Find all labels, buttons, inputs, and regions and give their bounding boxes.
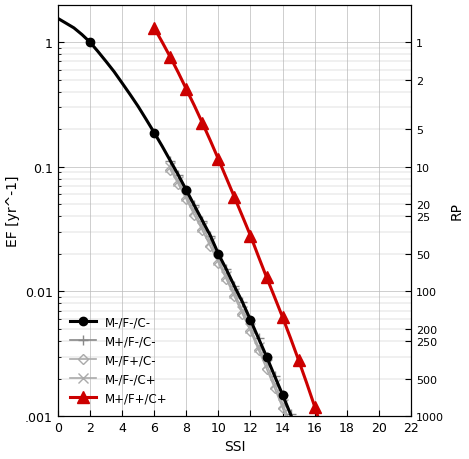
Y-axis label: EF [yr^-1]: EF [yr^-1] — [6, 175, 20, 246]
Legend: M-/F-/C-, M+/F-/C-, M-/F+/C-, M-/F-/C+, M+/F+/C+: M-/F-/C-, M+/F-/C-, M-/F+/C-, M-/F-/C+, … — [64, 310, 174, 410]
X-axis label: SSI: SSI — [224, 439, 245, 453]
Y-axis label: RP: RP — [449, 202, 463, 220]
